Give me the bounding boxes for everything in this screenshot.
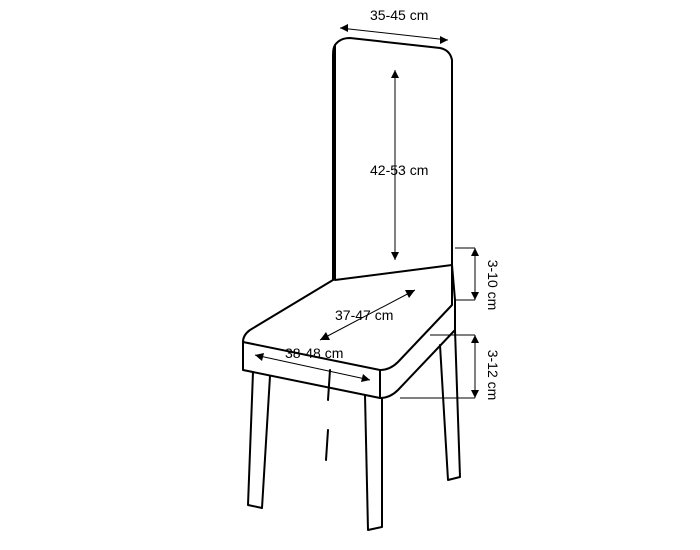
seat-width-label: 38-48 cm [285,345,343,361]
back-seat-gap-label: 3-10 cm [485,260,501,311]
chair-dimension-diagram: 35-45 cm 42-53 cm 37-47 cm 38-48 cm 3-10… [0,0,700,550]
chair-outline [243,38,460,530]
dimension-seat-depth: 37-47 cm [320,290,415,340]
back-width-label: 35-45 cm [370,7,428,23]
back-height-label: 42-53 cm [370,162,428,178]
seat-thickness-label: 3-12 cm [485,350,501,401]
dimension-back-height: 42-53 cm [370,70,428,260]
seat-depth-label: 37-47 cm [335,307,393,323]
dimension-back-seat-gap: 3-10 cm [455,248,501,310]
